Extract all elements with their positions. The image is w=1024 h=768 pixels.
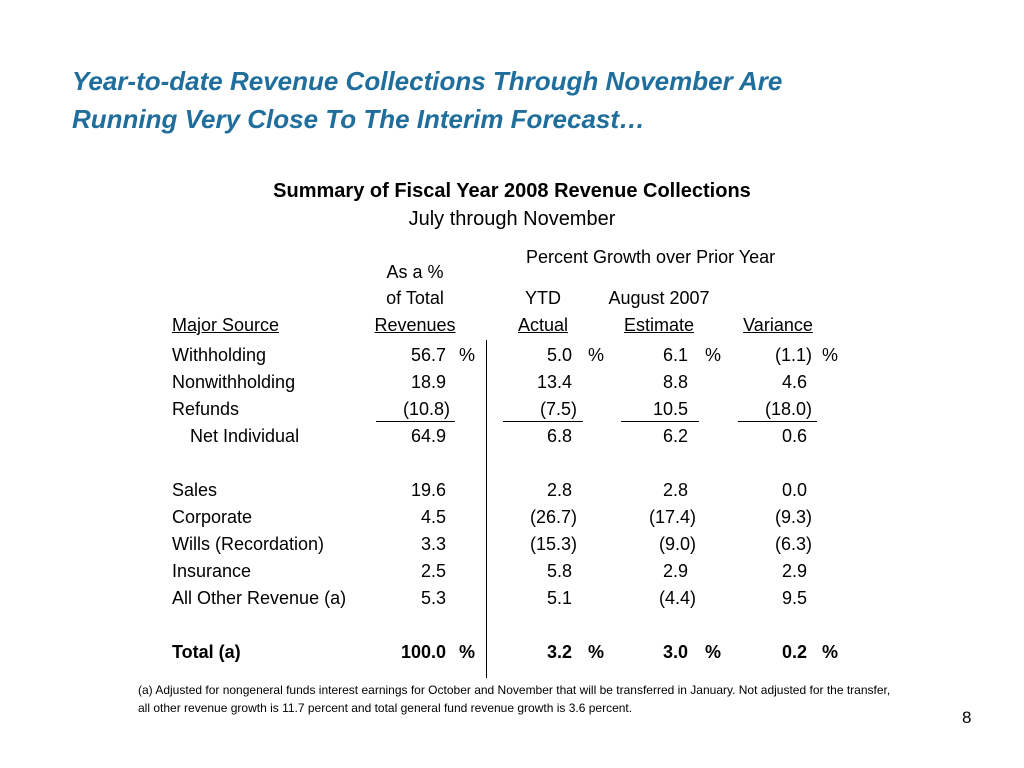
cell-percent-sign: % (705, 345, 722, 365)
header-revenues-line-2: of Total (386, 288, 444, 308)
cell-ytd: 5.8 (546, 561, 572, 581)
cell-variance: (6.3) (774, 534, 812, 554)
page-number: 8 (962, 708, 972, 727)
cell-ytd: (15.3) (529, 534, 577, 554)
cell-estimate: 6.2 (662, 426, 688, 446)
slide-title-line-1: Year-to-date Revenue Collections Through… (72, 66, 783, 96)
cell-revenues: 3.3 (420, 534, 446, 554)
row-label: Wills (Recordation) (172, 534, 325, 554)
cell-variance: 9.5 (781, 588, 807, 608)
row-label: Total (a) (172, 642, 241, 662)
slide-title-line-2: Running Very Close To The Interim Foreca… (72, 104, 646, 134)
row-label: Refunds (172, 399, 240, 419)
row-label: Nonwithholding (172, 372, 296, 392)
cell-estimate: 3.0 (662, 642, 688, 662)
cell-percent-sign: % (588, 642, 605, 662)
row-label: Insurance (172, 561, 252, 581)
cell-ytd: 2.8 (546, 480, 572, 500)
subtotal-rule (503, 421, 583, 422)
row-label: Withholding (172, 345, 267, 365)
cell-variance: 0.6 (781, 426, 807, 446)
cell-ytd: 13.4 (536, 372, 572, 392)
cell-ytd: (26.7) (529, 507, 577, 527)
cell-ytd: 5.0 (546, 345, 572, 365)
cell-percent-sign: % (588, 345, 605, 365)
row-label: Corporate (172, 507, 253, 527)
cell-estimate: 2.9 (662, 561, 688, 581)
cell-revenues: 19.6 (410, 480, 446, 500)
cell-variance: 0.2 (781, 642, 807, 662)
cell-revenues: 18.9 (410, 372, 446, 392)
row-label: All Other Revenue (a) (172, 588, 347, 608)
row-label: Net Individual (190, 426, 300, 446)
column-divider (486, 340, 487, 678)
header-variance: Variance (743, 315, 813, 335)
header-growth-group: Percent Growth over Prior Year (526, 247, 776, 267)
cell-ytd: 3.2 (546, 642, 572, 662)
header-revenues-line-3: Revenues (374, 315, 456, 335)
cell-estimate: 10.5 (652, 399, 688, 419)
cell-variance: (9.3) (774, 507, 812, 527)
cell-variance: 0.0 (781, 480, 807, 500)
subtotal-rule (621, 421, 699, 422)
header-estimate-line-1: August 2007 (608, 288, 710, 308)
cell-estimate: 6.1 (662, 345, 688, 365)
cell-estimate: 2.8 (662, 480, 688, 500)
cell-revenues: 2.5 (420, 561, 446, 581)
cell-estimate: (4.4) (658, 588, 696, 608)
cell-percent-sign: % (822, 345, 839, 365)
cell-revenues: 4.5 (420, 507, 446, 527)
cell-percent-sign: % (705, 642, 722, 662)
header-ytd-line-2: Actual (517, 315, 569, 335)
cell-percent-sign: % (822, 642, 839, 662)
cell-revenues: 64.9 (410, 426, 446, 446)
cell-estimate: 8.8 (662, 372, 688, 392)
cell-estimate: (17.4) (648, 507, 696, 527)
header-major-source: Major Source (172, 315, 280, 335)
header-ytd-line-1: YTD (525, 288, 561, 308)
cell-percent-sign: % (459, 642, 476, 662)
cell-revenues: 5.3 (420, 588, 446, 608)
table-title: Summary of Fiscal Year 2008 Revenue Coll… (273, 180, 751, 202)
cell-variance: (1.1) (774, 345, 812, 365)
cell-percent-sign: % (459, 345, 476, 365)
row-label: Sales (172, 480, 218, 500)
cell-ytd: 6.8 (546, 426, 572, 446)
cell-variance: 2.9 (781, 561, 807, 581)
cell-estimate: (9.0) (658, 534, 696, 554)
table-subtitle: July through November (408, 208, 616, 230)
header-estimate-line-2: Estimate (623, 315, 695, 335)
header-revenues-line-1: As a % (386, 262, 444, 282)
cell-variance: 4.6 (781, 372, 807, 392)
cell-ytd: (7.5) (539, 399, 577, 419)
subtotal-rule (376, 421, 455, 422)
cell-variance: (18.0) (764, 399, 812, 419)
subtotal-rule (738, 421, 817, 422)
cell-revenues: (10.8) (402, 399, 450, 419)
cell-revenues: 100.0 (400, 642, 446, 662)
cell-ytd: 5.1 (546, 588, 572, 608)
footnote: (a) Adjusted for nongeneral funds intere… (138, 683, 891, 715)
slide-title: Year-to-date Revenue Collections Through… (72, 62, 972, 138)
cell-revenues: 56.7 (410, 345, 446, 365)
